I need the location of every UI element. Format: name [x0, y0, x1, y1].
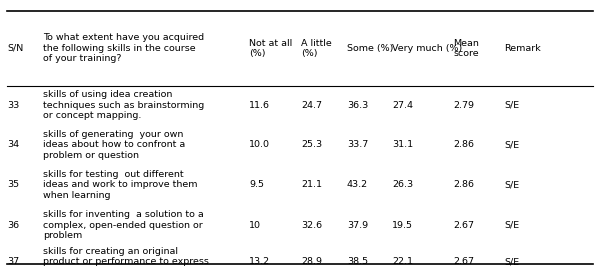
Text: 2.79: 2.79: [453, 101, 474, 110]
Text: 43.2: 43.2: [347, 180, 368, 189]
Text: S/E: S/E: [504, 221, 519, 230]
Text: 37.9: 37.9: [347, 221, 368, 230]
Text: 25.3: 25.3: [301, 140, 322, 149]
Text: S/E: S/E: [504, 180, 519, 189]
Text: skills for inventing  a solution to a
complex, open-ended question or
problem: skills for inventing a solution to a com…: [43, 210, 204, 240]
Text: Not at all
(%): Not at all (%): [249, 39, 292, 58]
Text: S/E: S/E: [504, 258, 519, 266]
Text: 38.5: 38.5: [347, 258, 368, 266]
Text: 2.67: 2.67: [453, 258, 474, 266]
Text: 37: 37: [7, 258, 19, 266]
Text: S/E: S/E: [504, 101, 519, 110]
Text: 36: 36: [7, 221, 19, 230]
Text: Some (%): Some (%): [347, 44, 393, 53]
Text: S/N: S/N: [7, 44, 23, 53]
Text: Remark: Remark: [504, 44, 541, 53]
Text: 36.3: 36.3: [347, 101, 368, 110]
Text: 27.4: 27.4: [392, 101, 413, 110]
Text: 34: 34: [7, 140, 19, 149]
Text: 32.6: 32.6: [301, 221, 322, 230]
Text: 10.0: 10.0: [249, 140, 270, 149]
Text: To what extent have you acquired
the following skills in the course
of your trai: To what extent have you acquired the fol…: [43, 33, 205, 63]
Text: 9.5: 9.5: [249, 180, 264, 189]
Text: 26.3: 26.3: [392, 180, 413, 189]
Text: 19.5: 19.5: [392, 221, 413, 230]
Text: 13.2: 13.2: [249, 258, 270, 266]
Text: 35: 35: [7, 180, 19, 189]
Text: 33: 33: [7, 101, 19, 110]
Text: 2.67: 2.67: [453, 221, 474, 230]
Text: skills of generating  your own
ideas about how to confront a
problem or question: skills of generating your own ideas abou…: [43, 130, 185, 160]
Text: A little
(%): A little (%): [301, 39, 332, 58]
Text: skills for testing  out different
ideas and work to improve them
when learning: skills for testing out different ideas a…: [43, 170, 198, 200]
Text: 21.1: 21.1: [301, 180, 322, 189]
Text: 10: 10: [249, 221, 261, 230]
Text: S/E: S/E: [504, 140, 519, 149]
Text: 22.1: 22.1: [392, 258, 413, 266]
Text: 24.7: 24.7: [301, 101, 322, 110]
Text: 2.86: 2.86: [453, 140, 474, 149]
Text: Very much (%): Very much (%): [392, 44, 462, 53]
Text: 28.9: 28.9: [301, 258, 322, 266]
Text: 2.86: 2.86: [453, 180, 474, 189]
Text: Mean
score: Mean score: [453, 39, 479, 58]
Text: skills of using idea creation
techniques such as brainstorming
or concept mappin: skills of using idea creation techniques…: [43, 90, 205, 120]
Text: skills for creating an original
product or performance to express
ideas.: skills for creating an original product …: [43, 247, 209, 268]
Text: 11.6: 11.6: [249, 101, 270, 110]
Text: 33.7: 33.7: [347, 140, 368, 149]
Text: 31.1: 31.1: [392, 140, 413, 149]
